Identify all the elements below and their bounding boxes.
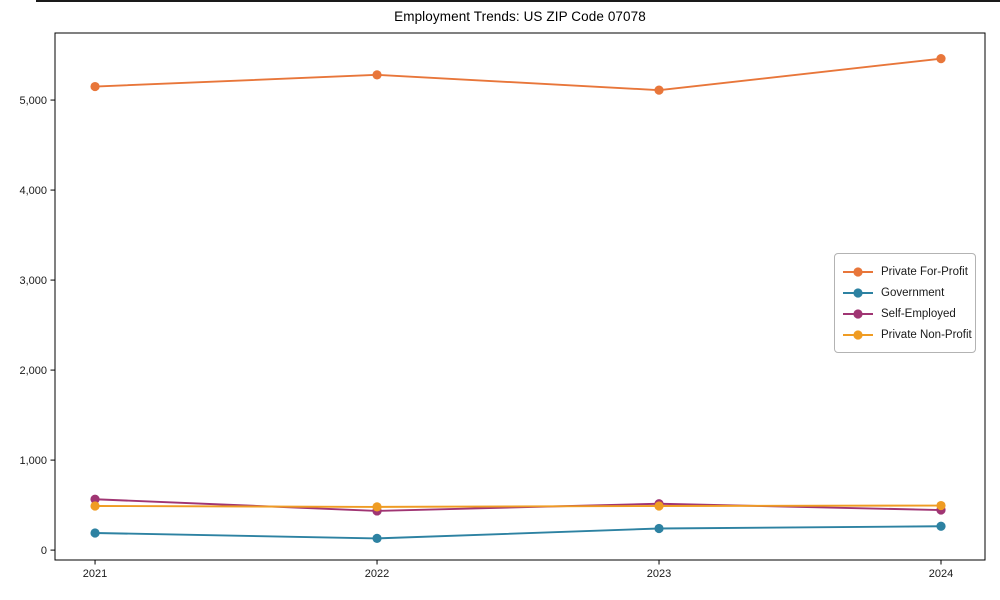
legend-label: Government [881, 286, 945, 299]
chart-title: Employment Trends: US ZIP Code 07078 [394, 9, 646, 24]
point-private-for-profit-2022 [372, 70, 382, 80]
y-axis-tick-label: 0 [41, 545, 47, 557]
legend-item-government: Government [843, 282, 967, 303]
x-axis-tick-label: 2021 [83, 568, 107, 580]
y-axis-tick-label: 5,000 [19, 95, 47, 107]
legend-marker-private-non-profit-icon [843, 329, 873, 340]
point-private-non-profit-2023 [654, 501, 664, 511]
window-top-edge [36, 0, 1000, 2]
legend-label: Private Non-Profit [881, 328, 972, 341]
legend-marker-self-employed-icon [843, 308, 873, 319]
y-axis-tick-label: 3,000 [19, 275, 47, 287]
legend-item-private-non-profit: Private Non-Profit [843, 324, 972, 345]
y-axis-tick-label: 2,000 [19, 365, 47, 377]
legend-marker-government-icon [843, 287, 873, 298]
y-axis-tick-label: 4,000 [19, 185, 47, 197]
legend-label: Self-Employed [881, 307, 956, 320]
point-private-for-profit-2024 [936, 54, 946, 64]
point-private-non-profit-2021 [90, 501, 100, 511]
point-government-2023 [654, 523, 664, 534]
legend: Private For-Profit Government Self-Employe… [834, 253, 976, 353]
point-private-for-profit-2023 [654, 85, 664, 95]
point-government-2024 [936, 521, 946, 531]
x-axis-tick-label: 2023 [647, 568, 671, 580]
axes-box [54, 32, 986, 561]
point-government-2022 [372, 533, 382, 543]
x-axis-tick-label: 2022 [365, 568, 389, 580]
point-private-non-profit-2022 [372, 502, 382, 512]
legend-label: Private For-Profit [881, 265, 968, 278]
point-government-2021 [90, 528, 100, 538]
legend-marker-private-for-profit-icon [843, 266, 873, 277]
point-self-employed-2021 [90, 494, 100, 504]
point-private-for-profit-2021 [90, 81, 100, 92]
series-line-private-non-profit [95, 504, 942, 508]
y-axis-tick-label: 1,000 [19, 455, 47, 467]
series-line-private-for-profit [95, 57, 942, 92]
legend-item-private-for-profit: Private For-Profit [843, 261, 968, 282]
series-line-government [95, 525, 942, 540]
point-private-non-profit-2024 [936, 500, 946, 511]
legend-item-self-employed: Self-Employed [843, 303, 967, 324]
x-axis-tick-label: 2024 [929, 568, 953, 580]
